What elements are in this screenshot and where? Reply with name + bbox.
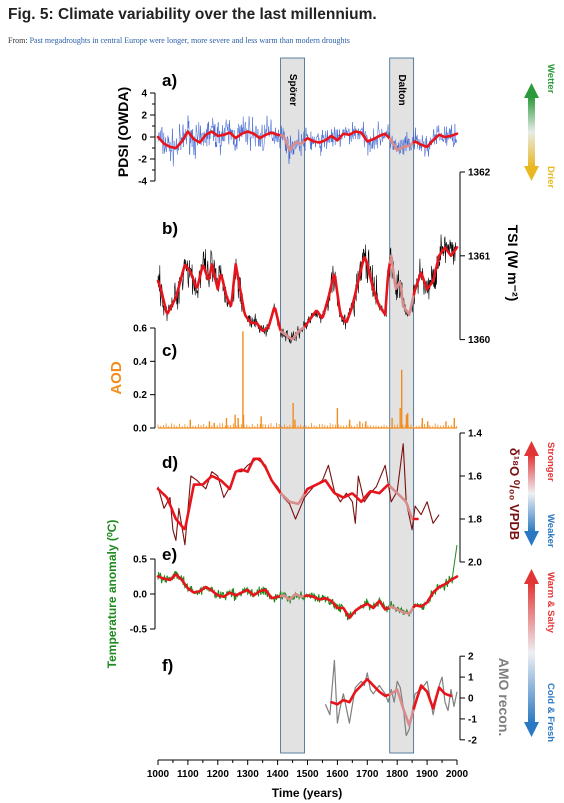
- shaded-interval-label-0: Spörer: [287, 74, 298, 106]
- aod-axis-tick-label: 0.0: [133, 424, 147, 435]
- temperature-smoothed-series-segment-1: [279, 592, 307, 601]
- temperature-smoothed-series-segment-3: [388, 605, 416, 615]
- tsi-smoothed-series-segment-1: [279, 324, 307, 341]
- d18o-smoothed-series-segment-1: [279, 491, 307, 506]
- source-line: From: Past megadroughts in central Europ…: [8, 36, 350, 45]
- panel-label-b: b): [162, 219, 178, 238]
- ylabel-temperature: Temperature anomaly (⁰C): [105, 520, 119, 669]
- stronger-weaker-arrow: [524, 441, 539, 546]
- x-axis-tick-label: 1900: [416, 769, 439, 780]
- x-axis-tick-label: 1400: [266, 769, 289, 780]
- d18o-smoothed-series-segment-0: [156, 457, 283, 531]
- xaxis-title: Time (years): [272, 786, 342, 800]
- ylabel-amo: AMO recon.: [496, 658, 512, 737]
- shaded-intervals: Spörer Dalton: [280, 57, 415, 754]
- amo-axis-tick-label: -1: [468, 714, 477, 725]
- temperature-smoothed-series-segment-4: [412, 575, 459, 609]
- arrow-label-wetter: Wetter: [545, 64, 556, 94]
- panel-label-f: f): [162, 656, 173, 675]
- axes-layer: 4 2 0 -2 -4 1362 1361 1360 0.6 0.4 0.2 0.0 1.4 1.6 1.8…: [130, 89, 491, 781]
- tsi-axis-tick-label: 1362: [468, 168, 491, 179]
- d18o-axis-tick-label: 2.0: [468, 558, 482, 569]
- pdsi-smoothed-series-segment-0: [156, 130, 283, 150]
- pdsi-axis-tick-label: 4: [141, 89, 147, 100]
- arrow-label-drier: Drier: [545, 166, 556, 188]
- x-axis-tick-label: 1000: [147, 769, 170, 780]
- pdsi-smoothed-series-segment-2: [303, 130, 392, 144]
- temperature-axis-tick-label: -0.5: [130, 625, 148, 636]
- panel-label-a: a): [162, 71, 177, 90]
- x-axis-tick-label: 1200: [207, 769, 230, 780]
- shaded-interval-label-1: Dalton: [396, 74, 407, 105]
- amo-smoothed-series-segment-2: [412, 684, 453, 710]
- aod-axis-tick-label: 0.6: [133, 324, 147, 335]
- d18o-axis-tick-label: 1.4: [468, 429, 482, 440]
- tsi-axis-tick-label: 1361: [468, 251, 491, 262]
- warm-cold-arrow: [524, 569, 539, 737]
- d18o-axis-tick-label: 1.6: [468, 472, 482, 483]
- ylabel-pdsi: PDSI (OWDA): [115, 87, 131, 177]
- tsi-smoothed-series-segment-0: [156, 262, 283, 334]
- arrow-label-weaker: Weaker: [545, 514, 556, 548]
- pdsi-axis-tick-label: -4: [138, 177, 147, 188]
- d18o-axis-tick-label: 1.8: [468, 515, 482, 526]
- x-axis-tick-label: 2000: [446, 769, 469, 780]
- temperature-smoothed-series-segment-2: [303, 594, 392, 620]
- page-title: Fig. 5: Climate variability over the las…: [8, 6, 377, 23]
- d18o-series: [157, 443, 440, 546]
- temperature-axis-tick-label: 0.0: [133, 590, 147, 601]
- arrow-label-warm-salty: Warm & Salty: [545, 572, 556, 634]
- pdsi-smoothed-series-segment-3: [388, 137, 416, 152]
- arrow-label-stronger: Stronger: [545, 442, 556, 482]
- x-axis-tick-label: 1300: [237, 769, 260, 780]
- tsi-smoothed-series-segment-2: [303, 256, 392, 328]
- amo-axis-tick-label: 1: [468, 673, 474, 684]
- amo-axis-tick-label: 0: [468, 694, 474, 705]
- aod-axis-tick-label: 0.4: [133, 357, 147, 368]
- wetter-drier-arrow: [524, 83, 539, 181]
- source-prefix: From:: [8, 36, 30, 45]
- ylabel-aod: AOD: [108, 361, 125, 395]
- x-axis-tick-label: 1800: [386, 769, 409, 780]
- temperature-smoothed-series-segment-0: [156, 573, 283, 600]
- amo-series: [324, 659, 458, 737]
- arrow-label-cold-fresh: Cold & Fresh: [545, 683, 556, 742]
- x-axis-tick-label: 1100: [177, 769, 199, 780]
- series-layer: [156, 115, 459, 737]
- d18o-smoothed-series-segment-3: [388, 484, 416, 521]
- temperature-axis-tick-label: 0.5: [133, 555, 147, 566]
- x-axis-tick-label: 1700: [356, 769, 379, 780]
- ylabel-tsi: TSI (W m⁻²): [505, 225, 521, 302]
- amo-smoothed-series-segment-1: [388, 688, 416, 727]
- pdsi-smoothed-series-segment-4: [412, 132, 459, 149]
- amo-axis-tick-label: 2: [468, 652, 474, 663]
- tsi-smoothed-series-segment-4: [412, 246, 459, 296]
- tsi-smoothed-series-segment-3: [388, 254, 416, 316]
- pdsi-smoothed-series-segment-1: [279, 134, 307, 152]
- tsi-axis-tick-label: 1360: [468, 335, 491, 346]
- panel-label-c: c): [162, 341, 177, 360]
- source-article-link[interactable]: Past megadroughts in central Europe were…: [29, 36, 350, 45]
- panel-label-e: e): [162, 545, 177, 564]
- pdsi-axis-tick-label: -2: [138, 155, 147, 166]
- pdsi-axis-tick-label: 2: [141, 111, 147, 122]
- x-axis-tick-label: 1500: [296, 769, 319, 780]
- amo-smoothed-series-segment-0: [330, 677, 392, 706]
- ylabel-d18o: δ¹⁸O ⁰/₀₀ VPDB: [507, 448, 522, 540]
- pdsi-axis-tick-label: 0: [141, 133, 147, 144]
- x-axis-tick-label: 1600: [326, 769, 349, 780]
- amo-axis-tick-label: -2: [468, 735, 477, 746]
- panel-label-d: d): [162, 453, 178, 472]
- d18o-smoothed-series-segment-2: [303, 478, 392, 504]
- aod-axis-tick-label: 0.2: [133, 390, 147, 401]
